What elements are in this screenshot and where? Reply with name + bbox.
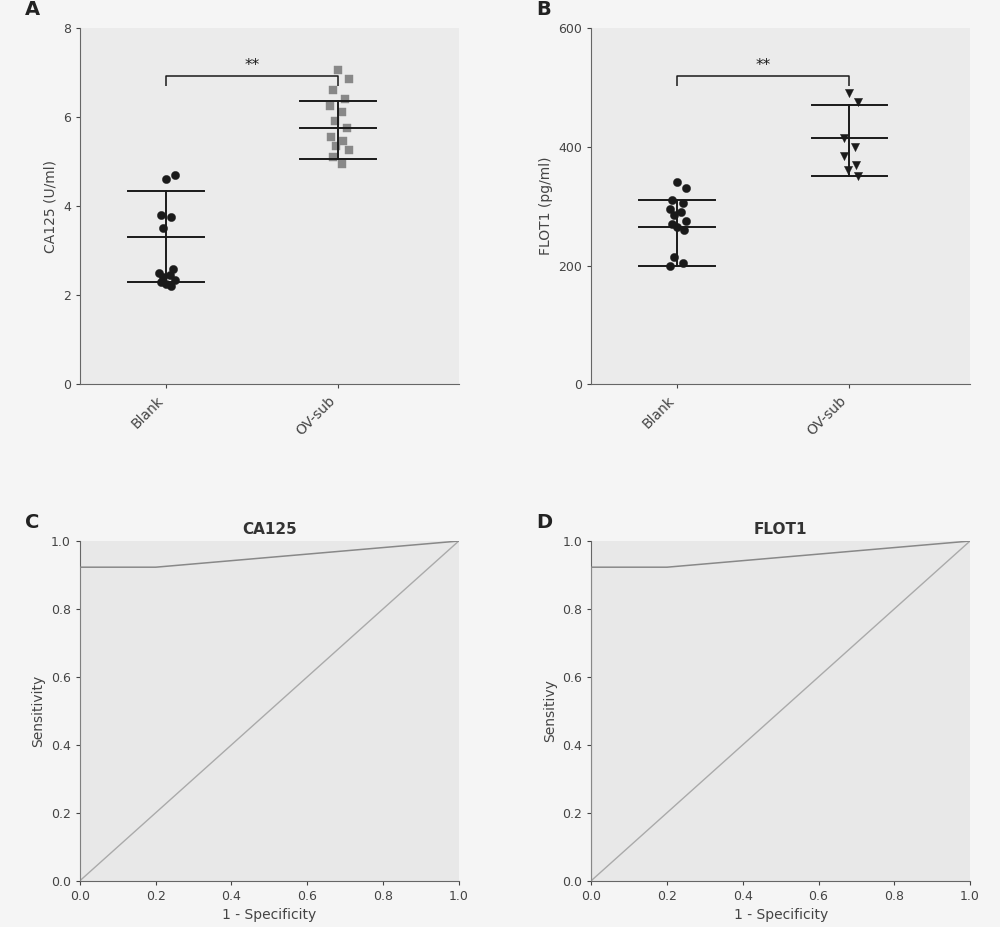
Point: [330, 63, 346, 78]
Point: [848, 157, 864, 171]
Title: FLOT1: FLOT1: [754, 522, 807, 537]
Point: [666, 208, 682, 222]
Point: [167, 273, 183, 287]
Point: [328, 138, 344, 153]
Point: [840, 163, 856, 178]
Point: [675, 255, 691, 270]
Point: [341, 71, 357, 86]
Text: **: **: [756, 58, 771, 73]
Text: B: B: [536, 0, 551, 19]
Point: [664, 193, 680, 208]
Text: A: A: [25, 0, 40, 19]
Point: [850, 95, 866, 109]
Point: [836, 131, 852, 146]
Point: [323, 130, 339, 145]
Point: [341, 143, 357, 158]
X-axis label: 1 - Specificity: 1 - Specificity: [734, 908, 828, 922]
Point: [678, 181, 694, 196]
Title: CA125: CA125: [242, 522, 297, 537]
Point: [158, 276, 174, 291]
Point: [155, 270, 171, 285]
Point: [664, 217, 680, 232]
Point: [327, 114, 343, 129]
Point: [163, 210, 179, 224]
Point: [322, 98, 338, 113]
Point: [662, 258, 678, 273]
Point: [841, 86, 857, 101]
Point: [673, 205, 689, 220]
Point: [669, 220, 685, 235]
Y-axis label: CA125 (U/ml): CA125 (U/ml): [43, 159, 57, 252]
Text: **: **: [245, 58, 260, 73]
Point: [666, 249, 682, 264]
Y-axis label: Sensitivity: Sensitivity: [31, 675, 45, 747]
Point: [675, 196, 691, 210]
Point: [153, 274, 169, 289]
Point: [162, 268, 178, 283]
Point: [676, 222, 692, 237]
Y-axis label: FLOT1 (pg/ml): FLOT1 (pg/ml): [539, 157, 553, 255]
Point: [163, 279, 179, 294]
Point: [662, 202, 678, 217]
Point: [153, 208, 169, 222]
Point: [167, 168, 183, 183]
Point: [335, 134, 351, 149]
Y-axis label: Sensitivy: Sensitivy: [543, 679, 557, 743]
Point: [155, 221, 171, 235]
Point: [339, 121, 355, 135]
Point: [850, 169, 866, 184]
Point: [325, 149, 341, 164]
Text: C: C: [25, 513, 39, 532]
Point: [158, 171, 174, 186]
Point: [151, 265, 167, 280]
Point: [334, 157, 350, 171]
Point: [325, 83, 341, 97]
Point: [334, 105, 350, 120]
Text: D: D: [536, 513, 552, 532]
Point: [669, 175, 685, 190]
Point: [836, 148, 852, 163]
Point: [165, 261, 181, 276]
X-axis label: 1 - Specificity: 1 - Specificity: [222, 908, 316, 922]
Point: [847, 139, 863, 154]
Point: [337, 92, 353, 107]
Point: [678, 213, 694, 228]
